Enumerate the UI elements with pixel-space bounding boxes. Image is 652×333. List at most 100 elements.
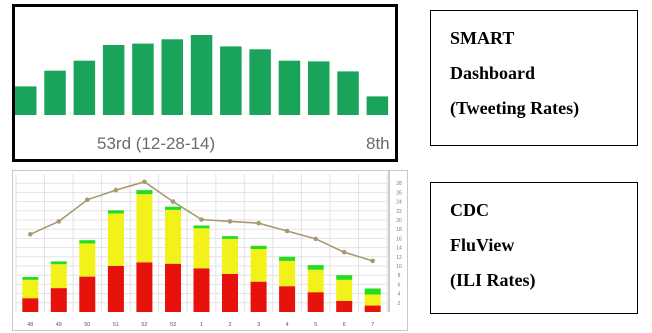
- smart-bar: [366, 96, 389, 115]
- cdc-y-tick-label: 28: [396, 181, 402, 187]
- cdc-line-point: [313, 236, 319, 242]
- cdc-bar-green: [136, 190, 153, 195]
- cdc-bar-red: [165, 263, 181, 312]
- cdc-line-point: [199, 217, 204, 222]
- cdc-x-tick-label: 1: [200, 322, 203, 328]
- cdc-bar-yellow: [364, 294, 381, 306]
- cdc-y-tick-label: 14: [396, 246, 402, 252]
- cdc-line-point: [85, 197, 90, 203]
- cdc-bar-red: [79, 276, 96, 312]
- smart-caption-box: SMART Dashboard (Tweeting Rates): [430, 10, 638, 146]
- cdc-bar-green: [250, 245, 267, 249]
- cdc-bar-red: [336, 301, 353, 312]
- cdc-y-tick-label: 20: [396, 218, 402, 224]
- cdc-y-tick-label: 26: [396, 190, 402, 196]
- cdc-bar-yellow: [79, 243, 96, 277]
- smart-bar: [132, 43, 154, 115]
- smart-bar: [15, 86, 37, 115]
- cdc-bar-red: [50, 288, 67, 312]
- cdc-bar-red: [136, 262, 153, 312]
- cdc-bar-green: [307, 265, 324, 270]
- cdc-bar-yellow: [307, 269, 324, 293]
- cdc-caption-line-3: (ILI Rates): [450, 270, 536, 290]
- cdc-x-tick-label: 53: [170, 322, 176, 328]
- smart-caption-line-2: Dashboard: [450, 63, 536, 83]
- cdc-bar-red: [307, 292, 324, 312]
- cdc-line-point: [227, 219, 233, 224]
- cdc-bar-green: [79, 240, 96, 244]
- smart-tick-label: 53rd (12-28-14): [97, 134, 215, 153]
- cdc-x-tick-label: 5: [314, 322, 317, 328]
- cdc-bar-yellow: [279, 260, 296, 287]
- cdc-bar-green: [222, 236, 238, 239]
- cdc-bar-red: [107, 266, 124, 312]
- cdc-line-point: [341, 249, 347, 255]
- cdc-bar-green: [107, 210, 124, 214]
- smart-dashboard-chart: 53rd (12-28-14) 8th 0: [12, 4, 398, 162]
- cdc-bar-yellow: [222, 238, 238, 274]
- cdc-bar-green: [165, 206, 181, 210]
- cdc-x-tick-label: 4: [286, 322, 289, 328]
- smart-tick-label: 8th 0: [366, 134, 395, 153]
- cdc-bar-yellow: [193, 228, 210, 269]
- cdc-x-tick-label: 48: [27, 322, 33, 328]
- cdc-line-point: [56, 219, 62, 224]
- smart-caption-line-1: SMART: [450, 28, 515, 48]
- cdc-bar-red: [250, 281, 267, 312]
- cdc-bar-green: [364, 288, 381, 295]
- cdc-x-tick-label: 6: [343, 322, 346, 328]
- cdc-bar-green: [279, 256, 296, 261]
- cdc-x-tick-label: 2: [228, 322, 231, 328]
- cdc-fluview-chart: 2 4 6 8 10 12 14 16 18 20 22 24 26 28 48 49 50 51 52 53 1 2 3 4…: [12, 170, 408, 331]
- cdc-y-tick-label: 6: [398, 282, 401, 288]
- cdc-bar-green: [22, 277, 39, 280]
- smart-bar: [278, 60, 301, 115]
- cdc-bar-red: [279, 286, 296, 312]
- cdc-y-tick-label: 22: [396, 209, 402, 215]
- cdc-line-point: [370, 258, 376, 264]
- cdc-y-tick-label: 10: [396, 264, 402, 270]
- cdc-bar-red: [364, 305, 381, 312]
- cdc-x-tick-label: 50: [84, 322, 90, 328]
- smart-bar: [190, 35, 213, 115]
- cdc-x-tick-label: 7: [371, 322, 374, 328]
- cdc-line-point: [113, 187, 119, 193]
- cdc-bar-red: [193, 268, 210, 312]
- cdc-caption-box: CDC FluView (ILI Rates): [430, 182, 638, 314]
- cdc-x-tick-label: 49: [56, 322, 62, 328]
- cdc-y-tick-label: 12: [396, 255, 402, 261]
- cdc-line-point: [142, 179, 147, 185]
- smart-bar: [220, 46, 242, 115]
- cdc-y-tick-label: 24: [396, 200, 402, 206]
- smart-bar: [308, 61, 330, 115]
- cdc-y-tick-label: 16: [396, 236, 402, 242]
- smart-bar: [161, 39, 183, 115]
- cdc-bar-yellow: [336, 279, 353, 301]
- smart-bar: [337, 71, 359, 115]
- smart-bar: [44, 70, 66, 115]
- cdc-bar-yellow: [136, 194, 153, 263]
- cdc-line-point: [284, 228, 290, 234]
- cdc-line-point: [256, 220, 261, 226]
- cdc-bar-red: [22, 298, 39, 312]
- cdc-bar-green: [193, 225, 210, 229]
- cdc-bar-yellow: [107, 213, 124, 266]
- cdc-caption-line-2: FluView: [450, 235, 515, 255]
- smart-caption-line-3: (Tweeting Rates): [450, 98, 580, 118]
- cdc-line-point: [170, 199, 176, 204]
- cdc-caption-line-1: CDC: [450, 200, 489, 220]
- cdc-x-tick-label: 52: [141, 322, 147, 328]
- smart-bar-chart: 53rd (12-28-14) 8th 0: [15, 35, 395, 153]
- smart-bar: [102, 45, 125, 115]
- cdc-bar-green: [50, 261, 67, 265]
- smart-bar: [249, 49, 271, 115]
- cdc-line-point: [28, 232, 33, 237]
- cdc-y-tick-label: 8: [398, 273, 401, 279]
- cdc-y-tick-label: 4: [398, 292, 401, 298]
- cdc-y-tick-label: 18: [396, 227, 402, 233]
- cdc-x-tick-label: 3: [257, 322, 260, 328]
- cdc-bar-yellow: [250, 249, 267, 282]
- cdc-bar-yellow: [50, 264, 67, 289]
- cdc-y-tick-label: 2: [398, 301, 401, 307]
